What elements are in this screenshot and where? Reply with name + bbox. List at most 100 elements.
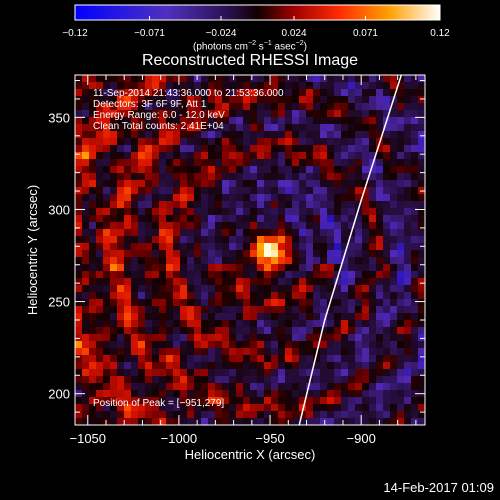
heatmap-cell — [131, 397, 138, 404]
heatmap-cell — [131, 117, 138, 124]
heatmap-cell — [341, 271, 348, 278]
heatmap-cell — [138, 243, 145, 250]
heatmap-cell — [299, 285, 306, 292]
heatmap-cell — [397, 264, 404, 271]
heatmap-cell — [89, 173, 96, 180]
heatmap-cell — [327, 82, 334, 89]
heatmap-cell — [166, 152, 173, 159]
heatmap-cell — [236, 376, 243, 383]
heatmap-cell — [180, 75, 187, 82]
heatmap-cell — [124, 229, 131, 236]
heatmap-cell — [390, 313, 397, 320]
heatmap-cell — [383, 243, 390, 250]
heatmap-cell — [418, 418, 425, 425]
heatmap-cell — [173, 362, 180, 369]
heatmap-cell — [355, 229, 362, 236]
heatmap-cell — [348, 201, 355, 208]
heatmap-cell — [264, 306, 271, 313]
heatmap-cell — [334, 194, 341, 201]
heatmap-cell — [103, 278, 110, 285]
heatmap-cell — [285, 327, 292, 334]
heatmap-cell — [250, 376, 257, 383]
heatmap-cell — [187, 236, 194, 243]
heatmap-cell — [187, 306, 194, 313]
heatmap-cell — [334, 124, 341, 131]
heatmap-cell — [362, 313, 369, 320]
heatmap-cell — [131, 369, 138, 376]
heatmap-cell — [390, 411, 397, 418]
heatmap-cell — [299, 152, 306, 159]
heatmap-cell — [229, 89, 236, 96]
heatmap-cell — [306, 215, 313, 222]
heatmap-cell — [257, 355, 264, 362]
heatmap-cell — [299, 215, 306, 222]
heatmap-cell — [229, 236, 236, 243]
heatmap-cell — [159, 383, 166, 390]
heatmap-cell — [271, 299, 278, 306]
heatmap-cell — [341, 117, 348, 124]
heatmap-cell — [264, 327, 271, 334]
heatmap-cell — [131, 243, 138, 250]
heatmap-cell — [131, 306, 138, 313]
heatmap-cell — [222, 117, 229, 124]
heatmap-cell — [124, 271, 131, 278]
heatmap-cell — [369, 173, 376, 180]
heatmap-cell — [89, 257, 96, 264]
heatmap-cell — [117, 159, 124, 166]
heatmap-cell — [250, 404, 257, 411]
detectors-text: Detectors: 3F 6F 9F, Att 1 — [93, 99, 207, 110]
heatmap-cell — [348, 397, 355, 404]
heatmap-cell — [145, 243, 152, 250]
heatmap-cell — [75, 82, 82, 89]
heatmap-cell — [103, 75, 110, 82]
heatmap-cell — [117, 138, 124, 145]
heatmap-cell — [222, 278, 229, 285]
heatmap-cell — [355, 117, 362, 124]
heatmap-cell — [152, 264, 159, 271]
heatmap-cell — [222, 222, 229, 229]
heatmap-cell — [292, 341, 299, 348]
heatmap-cell — [327, 383, 334, 390]
heatmap-cell — [145, 334, 152, 341]
heatmap-cell — [397, 397, 404, 404]
heatmap-cell — [145, 159, 152, 166]
heatmap-cell — [75, 131, 82, 138]
heatmap-cell — [341, 208, 348, 215]
heatmap-cell — [390, 383, 397, 390]
heatmap-cell — [138, 110, 145, 117]
heatmap-cell — [159, 299, 166, 306]
heatmap-cell — [271, 306, 278, 313]
heatmap-cell — [75, 124, 82, 131]
heatmap-cell — [292, 348, 299, 355]
heatmap-cell — [152, 383, 159, 390]
heatmap-cell — [145, 397, 152, 404]
heatmap-cell — [145, 250, 152, 257]
heatmap-cell — [229, 397, 236, 404]
heatmap-cell — [257, 194, 264, 201]
heatmap-cell — [138, 369, 145, 376]
heatmap-cell — [418, 215, 425, 222]
heatmap-cell — [75, 320, 82, 327]
heatmap-cell — [243, 327, 250, 334]
heatmap-cell — [383, 250, 390, 257]
heatmap-cell — [103, 411, 110, 418]
heatmap-cell — [355, 159, 362, 166]
heatmap-cell — [285, 236, 292, 243]
heatmap-cell — [194, 390, 201, 397]
heatmap-cell — [222, 334, 229, 341]
heatmap-cell — [201, 89, 208, 96]
heatmap-cell — [82, 159, 89, 166]
heatmap-cell — [138, 215, 145, 222]
heatmap-cell — [145, 215, 152, 222]
heatmap-cell — [222, 320, 229, 327]
heatmap-cell — [110, 299, 117, 306]
heatmap-cell — [89, 187, 96, 194]
heatmap-cell — [131, 173, 138, 180]
heatmap-cell — [110, 208, 117, 215]
heatmap-cell — [180, 271, 187, 278]
heatmap-cell — [285, 243, 292, 250]
heatmap-cell — [243, 208, 250, 215]
heatmap-cell — [110, 82, 117, 89]
heatmap-cell — [271, 117, 278, 124]
heatmap-cell — [103, 383, 110, 390]
